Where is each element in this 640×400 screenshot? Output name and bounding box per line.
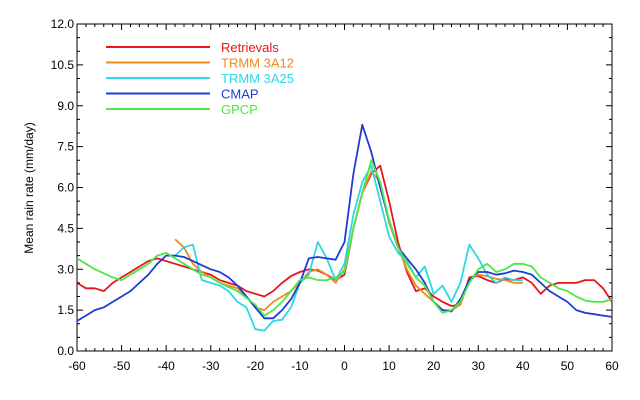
y-tick-label: 1.5 [57, 303, 74, 317]
x-tick-label: 60 [605, 359, 619, 373]
series-line-trmm-3a25 [166, 164, 523, 332]
x-tick-label: -50 [113, 359, 131, 373]
x-tick-label: -40 [157, 359, 175, 373]
x-tick-label: 50 [561, 359, 575, 373]
series-line-gpcp [76, 159, 613, 317]
legend-label-gpcp: GPCP [221, 102, 258, 117]
x-axis: -60 -50 -40 -30 -20 -10 0 10 20 30 40 50 60 [68, 24, 619, 373]
legend-label-retrievals: Retrievals [221, 40, 279, 55]
x-tick-label: 0 [341, 359, 348, 373]
x-tick-label: -10 [291, 359, 309, 373]
series-line-retrievals [76, 164, 613, 307]
x-tick-label: -60 [68, 359, 86, 373]
y-tick-label: 10.5 [51, 58, 75, 72]
y-axis-title: Mean rain rate (mm/day) [22, 122, 36, 253]
y-tick-label: 9.0 [57, 99, 74, 113]
legend-label-cmap: CMAP [221, 87, 259, 102]
y-tick-label: 7.5 [57, 140, 74, 154]
plot-area [76, 23, 613, 352]
x-tick-label: 40 [516, 359, 530, 373]
y-tick-label: 0.0 [57, 344, 74, 358]
y-tick-label: 4.5 [57, 221, 74, 235]
series-group [76, 123, 613, 332]
x-tick-label: 20 [427, 359, 441, 373]
y-tick-label: 3.0 [57, 262, 74, 276]
legend-label-trmm-3a25: TRMM 3A25 [221, 71, 294, 86]
y-tick-label: 12.0 [51, 17, 75, 31]
x-tick-label: 10 [382, 359, 396, 373]
x-tick-label: 30 [472, 359, 486, 373]
legend-label-trmm-3a12: TRMM 3A12 [221, 56, 294, 71]
x-tick-label: -30 [202, 359, 220, 373]
x-tick-label: -20 [247, 359, 265, 373]
series-line-cmap [76, 123, 613, 322]
y-axis: 0.0 1.5 3.0 4.5 6.0 7.5 9.0 10.5 12.0 [51, 17, 612, 358]
y-tick-label: 6.0 [57, 181, 74, 195]
